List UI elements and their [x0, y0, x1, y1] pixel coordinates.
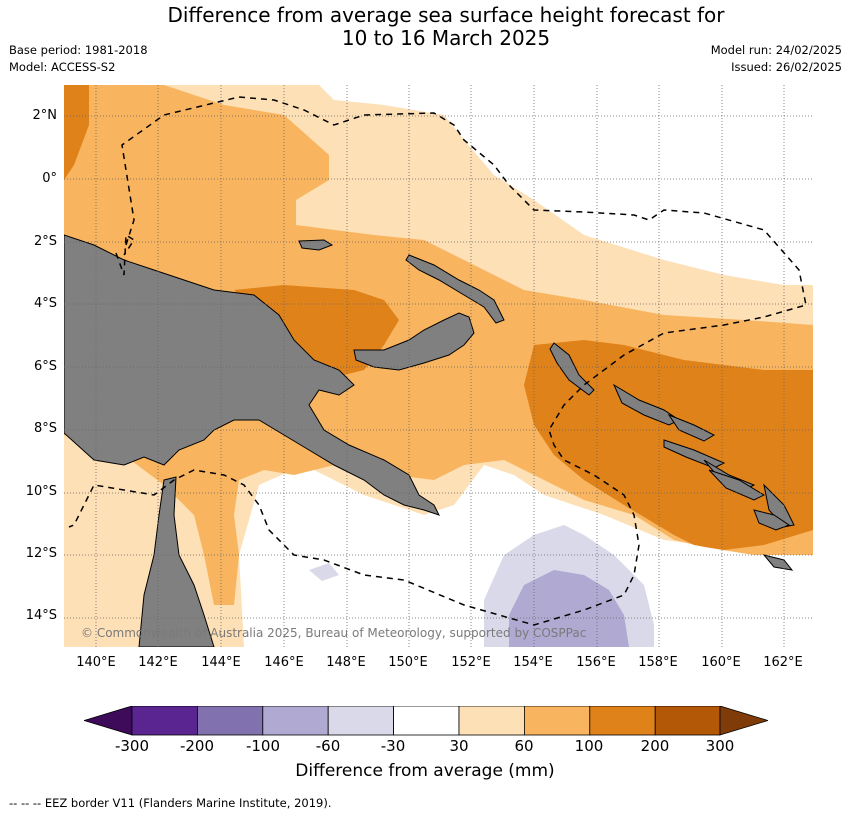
land-manus [298, 239, 334, 251]
lon-label: 156°E [576, 655, 616, 670]
lon-label: 150°E [388, 655, 428, 670]
lat-label: 8°S [33, 421, 57, 436]
map-panel [64, 85, 813, 647]
contour-100-200-west [64, 85, 89, 180]
eez-borders [68, 96, 807, 626]
lat-label: 4°S [33, 296, 57, 311]
lat-label: 14°S [25, 608, 57, 623]
colorbar-bin [327, 706, 394, 736]
land-new-ireland [405, 254, 505, 324]
lon-label: 144°E [201, 655, 241, 670]
colorbar-bin [458, 706, 525, 736]
contour-neg-60-100 [509, 570, 629, 647]
colorbar-bin [262, 706, 329, 736]
colorbar-tick: -60 [315, 737, 341, 755]
colorbar-tick: -100 [245, 737, 281, 755]
colorbar-bin [131, 706, 198, 736]
lat-label: 6°S [33, 359, 57, 374]
colorbar-tick: 30 [449, 737, 469, 755]
colorbar-bin [393, 706, 460, 736]
lon-label: 140°E [76, 655, 116, 670]
lon-label: 142°E [138, 655, 178, 670]
map-canvas [64, 85, 813, 647]
land-islets [762, 554, 794, 571]
grid-lines [64, 85, 813, 647]
lat-label: 12°S [25, 546, 57, 561]
colorbar-tick: -300 [114, 737, 150, 755]
land-makira [763, 483, 795, 528]
lat-label: 2°S [33, 234, 57, 249]
title-line-1: Difference from average sea surface heig… [167, 3, 725, 27]
eez-legend: -- -- -- EEZ border V11 (Flanders Marine… [9, 796, 332, 810]
contour-neg-small [309, 563, 339, 581]
copyright-text: © Commonwealth of Australia 2025, Bureau… [81, 626, 587, 640]
land-bougainville [549, 342, 595, 396]
lat-label: 10°S [25, 484, 57, 499]
lon-label: 148°E [326, 655, 366, 670]
colorbar-tick: 60 [514, 737, 534, 755]
model-run: Model run: 24/02/2025 [710, 43, 842, 57]
land-vanuatu [708, 469, 766, 501]
lon-label: 160°E [701, 655, 741, 670]
lon-label: 154°E [513, 655, 553, 670]
colorbar-title: Difference from average (mm) [295, 761, 555, 781]
colorbar-tick: 300 [705, 737, 735, 755]
map-title: Difference from average sea surface heig… [0, 4, 850, 50]
colorbar-bin [523, 706, 591, 736]
lon-label: 152°E [451, 655, 491, 670]
lon-label: 158°E [638, 655, 678, 670]
colorbar-tick: -30 [380, 737, 406, 755]
title-line-2: 10 to 16 March 2025 [341, 26, 551, 50]
colorbar-tick: 200 [640, 737, 670, 755]
meta-left: Base period: 1981-2018 Model: ACCESS-S2 [9, 42, 148, 76]
contour-near-zero-southeast [319, 85, 813, 285]
lat-label: 0° [42, 171, 57, 186]
colorbar-bin [197, 706, 264, 736]
land-guadalcanal [753, 509, 791, 531]
lon-label: 146°E [264, 655, 304, 670]
meta-right: Model run: 24/02/2025 Issued: 26/02/2025 [711, 42, 842, 76]
model-name: Model: ACCESS-S2 [9, 60, 116, 74]
colorbar-extend-high [719, 706, 768, 736]
lat-label: 2°N [32, 108, 58, 123]
colorbar [84, 706, 768, 736]
lon-label: 162°E [763, 655, 803, 670]
land-new-britain [353, 312, 475, 371]
issued-date: Issued: 26/02/2025 [731, 60, 842, 74]
base-period: Base period: 1981-2018 [9, 43, 148, 57]
colorbar-tick: -200 [179, 737, 215, 755]
land-solomons-2 [667, 413, 716, 442]
colorbar-bin [589, 706, 656, 736]
colorbar-bin [654, 706, 721, 736]
colorbar-extend-low [84, 706, 133, 736]
colorbar-tick: 100 [574, 737, 604, 755]
